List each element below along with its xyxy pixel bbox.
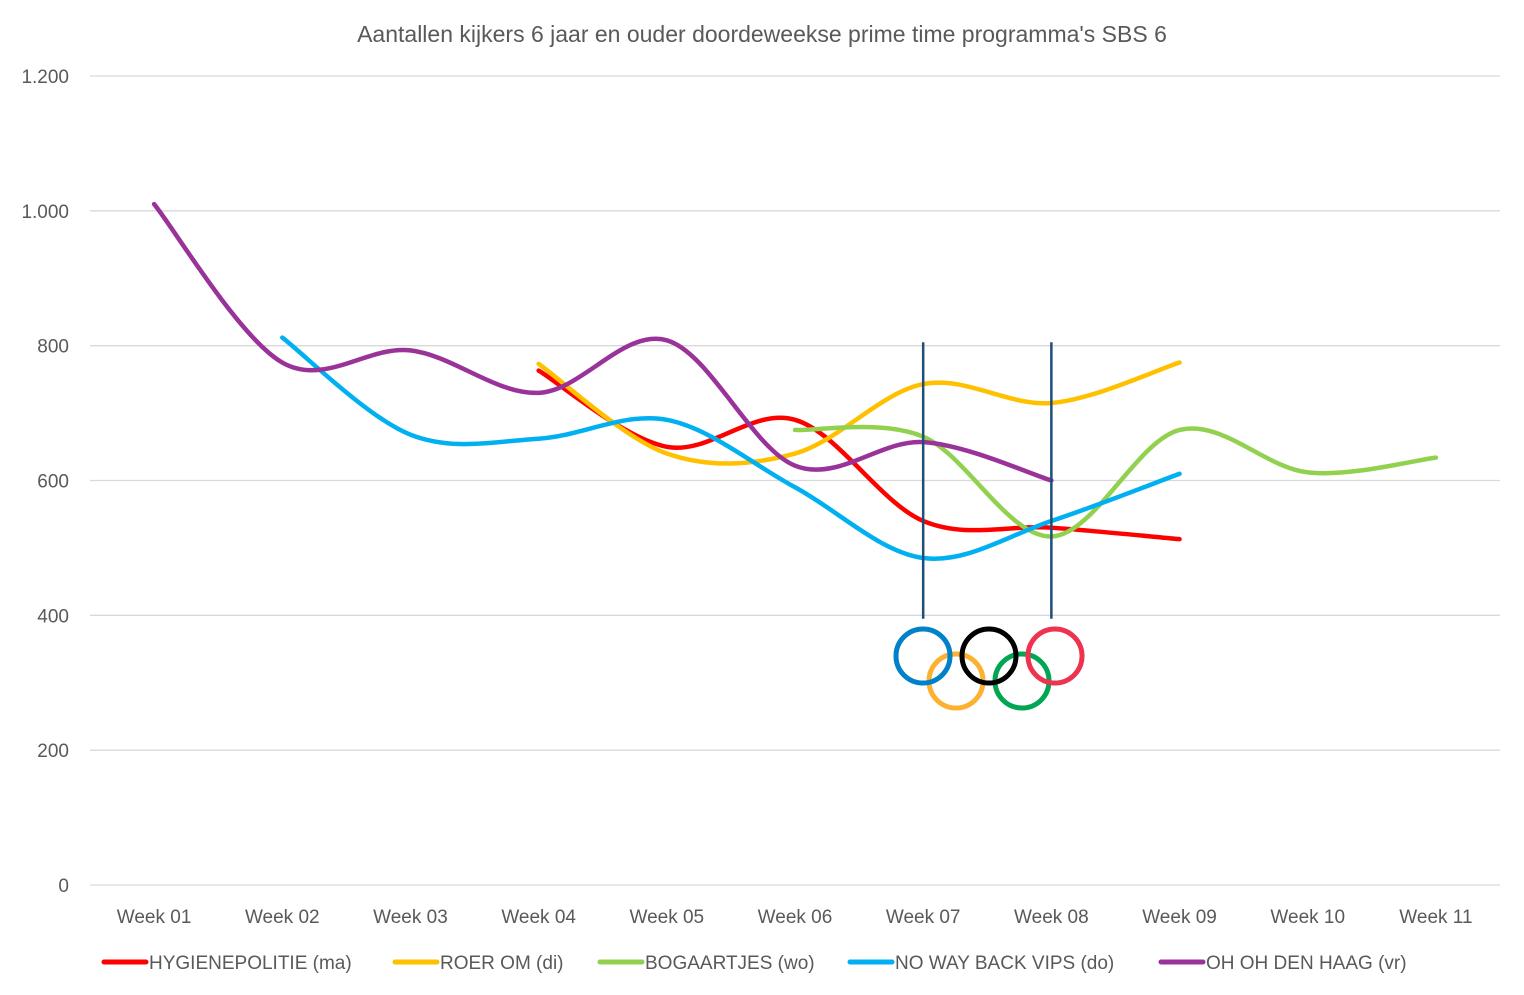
ring [893, 626, 953, 686]
y-tick-label: 1.200 [21, 67, 69, 88]
olympic-rings-icon [893, 626, 1085, 711]
y-tick-label: 800 [37, 337, 69, 358]
x-tick-label: Week 03 [373, 907, 448, 928]
y-tick-label: 200 [37, 741, 69, 762]
series-line-0 [536, 368, 1182, 542]
legend-label: ROER OM (di) [440, 953, 564, 974]
x-tick-label: Week 04 [501, 907, 576, 928]
series-line-2 [792, 424, 1439, 539]
y-tick-label: 600 [37, 472, 69, 493]
x-tick-label: Week 07 [886, 907, 961, 928]
ring [1025, 626, 1085, 686]
series-line-3 [280, 335, 1182, 561]
x-tick-label: Week 09 [1142, 907, 1217, 928]
legend-label: HYGIENEPOLITIE (ma) [149, 953, 352, 974]
x-tick-label: Week 08 [1014, 907, 1089, 928]
y-tick-label: 1.000 [21, 202, 69, 223]
x-tick-label: Week 06 [758, 907, 833, 928]
legend-label: NO WAY BACK VIPS (do) [895, 953, 1114, 974]
x-tick-label: Week 05 [629, 907, 704, 928]
y-tick-label: 0 [58, 876, 69, 897]
ring [959, 626, 1019, 686]
x-tick-label: Week 11 [1399, 907, 1472, 928]
chart-title: Aantallen kijkers 6 jaar en ouder doorde… [357, 21, 1167, 47]
legend-label: OH OH DEN HAAG (vr) [1206, 953, 1407, 974]
series-line-4 [151, 201, 1054, 483]
legend-label: BOGAARTJES (wo) [645, 953, 815, 974]
x-tick-label: Week 01 [117, 907, 192, 928]
series-line-1 [536, 360, 1182, 466]
x-tick-label: Week 02 [245, 907, 320, 928]
x-tick-label: Week 10 [1270, 907, 1345, 928]
y-tick-label: 400 [37, 606, 69, 627]
